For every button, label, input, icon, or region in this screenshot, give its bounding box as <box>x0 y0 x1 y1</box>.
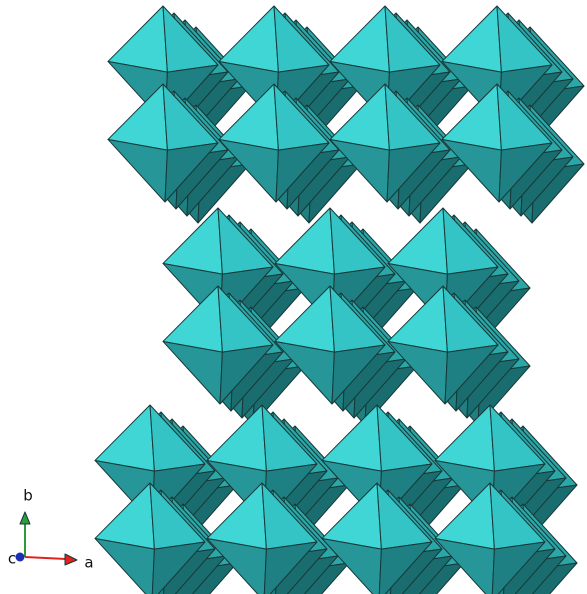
octahedron-face <box>218 208 273 274</box>
c-axis-label: c <box>8 550 16 568</box>
octahedron-face <box>150 405 205 471</box>
c-axis-dot <box>16 553 25 562</box>
octahedron-face <box>262 405 317 471</box>
octahedron-face <box>108 6 167 72</box>
octahedron-face <box>163 341 222 404</box>
octahedron-face <box>207 405 266 471</box>
octahedron-face <box>163 208 222 274</box>
octahedron-face <box>108 139 167 202</box>
axis-indicator: b a c <box>8 487 94 572</box>
a-axis-arrow <box>65 554 77 565</box>
structure-view: b a c <box>0 0 587 594</box>
polyhedra <box>95 6 584 594</box>
octahedron-face <box>443 208 498 274</box>
a-axis-label: a <box>84 554 93 572</box>
octahedron-face <box>330 6 389 72</box>
octahedron-face <box>330 208 385 274</box>
b-axis-label: b <box>23 487 33 505</box>
octahedron-face <box>163 6 218 72</box>
octahedron-face <box>385 6 440 72</box>
octahedron-face <box>377 405 432 471</box>
octahedron-face <box>95 405 154 471</box>
a-axis-line <box>25 557 66 559</box>
octahedron-face <box>442 6 501 72</box>
octahedron-face <box>490 405 545 471</box>
b-axis-arrow <box>20 512 30 524</box>
octahedron-face <box>274 6 329 72</box>
octahedron-face <box>497 6 552 72</box>
octahedron-face <box>219 6 278 72</box>
